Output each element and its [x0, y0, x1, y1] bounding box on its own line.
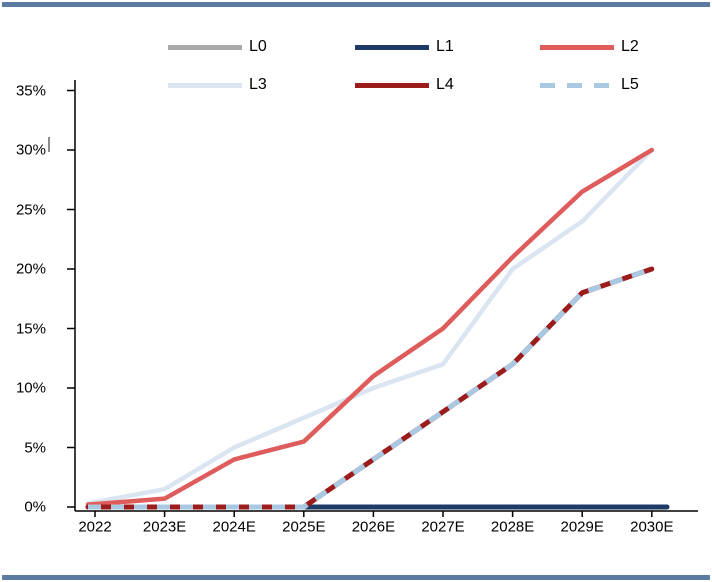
legend-swatch-l4-line-icon: [355, 82, 429, 88]
legend-label-l1: L1: [436, 38, 454, 55]
y-axis-label-20pct: 20%: [15, 260, 46, 278]
y-axis-label-5pct: 5%: [24, 439, 46, 456]
x-axis-label-2024e: 2024E: [212, 518, 256, 536]
series-line-l2: [85, 147, 655, 507]
x-axis-label-2023e: 2023E: [142, 518, 187, 536]
legend-label-l0: L0: [249, 38, 267, 55]
x-axis-label-2022: 2022: [78, 518, 112, 536]
x-axis-label-2030e: 2030E: [630, 518, 674, 536]
x-axis-label-2028e: 2028E: [490, 518, 535, 536]
y-axis-label-30pct: 30%: [15, 141, 46, 159]
legend-item-l4: L4: [355, 76, 454, 94]
legend-label-l4: L4: [436, 76, 454, 93]
legend-item-l3: L3: [168, 76, 267, 94]
legend-item-l0: L0: [168, 38, 267, 56]
legend-item-l2: L2: [540, 38, 639, 56]
bottom-border-bar: [2, 575, 710, 580]
series-line-l5: [88, 266, 653, 510]
legend-label-l3: L3: [249, 76, 267, 93]
x-axis-label-2026e: 2026E: [351, 518, 396, 536]
x-axis-label-2025e: 2025E: [282, 518, 326, 536]
legend-swatch-l1-line-icon: [355, 44, 429, 50]
y-axis-label-10pct: 10%: [15, 379, 46, 397]
x-axis-label-2027e: 2027E: [421, 518, 465, 536]
y-axis-label-35pct: 35%: [15, 82, 46, 99]
legend-label-l5: L5: [621, 76, 639, 93]
x-axis-label-2029e: 2029E: [560, 518, 604, 536]
legend-swatch-l2-line-icon: [540, 44, 614, 50]
legend-swatch-l0-line-icon: [168, 44, 242, 50]
text-cursor-artifact: [48, 137, 50, 152]
y-axis-label-15pct: 15%: [15, 320, 46, 337]
legend-swatch-l5-line-icon: [540, 82, 614, 88]
legend-item-l1: L1: [355, 38, 454, 56]
legend-item-l5: L5: [540, 76, 639, 94]
y-axis-label-0pct: 0%: [24, 498, 46, 516]
y-axis-label-25pct: 25%: [15, 201, 46, 218]
legend-swatch-l3-line-icon: [168, 82, 242, 88]
top-border-bar: [2, 2, 710, 7]
legend-label-l2: L2: [621, 38, 639, 55]
series-line-l3: [85, 147, 655, 506]
